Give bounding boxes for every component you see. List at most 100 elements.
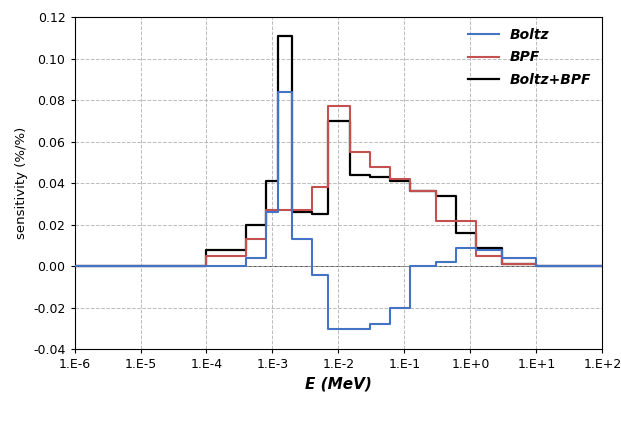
Boltz+BPF	[309, 210, 316, 215]
Boltz+BPF	[599, 264, 606, 269]
Boltz	[262, 256, 270, 261]
Line: Boltz+BPF: Boltz+BPF	[75, 36, 602, 266]
Boltz+BPF	[325, 212, 332, 217]
Y-axis label: sensitivity (%/%): sensitivity (%/%)	[14, 127, 27, 239]
BPF	[406, 189, 414, 194]
Boltz	[274, 89, 281, 95]
Boltz+BPF	[274, 178, 281, 184]
Boltz	[242, 264, 250, 269]
Boltz+BPF	[498, 262, 505, 267]
Boltz	[202, 264, 210, 269]
BPF	[289, 207, 296, 213]
BPF	[137, 264, 144, 269]
Boltz	[452, 259, 460, 265]
Boltz+BPF	[432, 193, 440, 198]
Boltz	[472, 247, 479, 252]
BPF	[452, 218, 460, 223]
Boltz+BPF	[366, 172, 374, 177]
Boltz+BPF	[137, 264, 144, 269]
BPF	[71, 264, 78, 269]
Boltz	[325, 272, 332, 277]
Boltz+BPF	[472, 230, 479, 236]
BPF	[452, 218, 460, 223]
BPF	[432, 218, 440, 223]
Boltz+BPF	[498, 245, 505, 250]
BPF	[262, 207, 270, 213]
Boltz+BPF	[262, 178, 270, 184]
Boltz	[406, 264, 414, 269]
Line: Boltz: Boltz	[75, 92, 602, 328]
Boltz+BPF	[242, 247, 250, 252]
Boltz	[432, 264, 440, 269]
X-axis label: E (MeV): E (MeV)	[305, 377, 372, 392]
Boltz	[347, 326, 354, 331]
Boltz	[498, 247, 505, 252]
BPF	[599, 264, 606, 269]
Boltz	[498, 256, 505, 261]
Boltz+BPF	[386, 178, 394, 184]
BPF	[242, 237, 250, 242]
Boltz+BPF	[452, 193, 460, 198]
BPF	[274, 207, 281, 213]
Boltz	[432, 259, 440, 265]
BPF	[498, 262, 505, 267]
BPF	[309, 185, 316, 190]
BPF	[202, 253, 210, 259]
BPF	[533, 262, 540, 267]
BPF	[386, 164, 394, 169]
BPF	[472, 253, 479, 259]
BPF	[366, 164, 374, 169]
Boltz	[472, 245, 479, 250]
BPF	[386, 176, 394, 181]
Boltz+BPF	[309, 212, 316, 217]
Boltz+BPF	[347, 172, 354, 177]
Boltz+BPF	[533, 262, 540, 267]
Boltz+BPF	[325, 118, 332, 124]
Boltz	[242, 256, 250, 261]
Boltz	[202, 264, 210, 269]
Boltz+BPF	[406, 178, 414, 184]
Boltz+BPF	[242, 222, 250, 227]
Boltz	[386, 305, 394, 310]
BPF	[309, 207, 316, 213]
BPF	[472, 218, 479, 223]
Legend: Boltz, BPF, Boltz+BPF: Boltz, BPF, Boltz+BPF	[464, 24, 596, 91]
BPF	[347, 150, 354, 155]
Boltz+BPF	[452, 230, 460, 236]
Boltz	[137, 264, 144, 269]
BPF	[533, 264, 540, 269]
Boltz	[386, 322, 394, 327]
Boltz	[452, 245, 460, 250]
BPF	[325, 185, 332, 190]
Boltz	[533, 264, 540, 269]
Boltz+BPF	[289, 33, 296, 38]
Boltz+BPF	[202, 264, 210, 269]
Boltz	[347, 326, 354, 331]
BPF	[137, 264, 144, 269]
BPF	[242, 253, 250, 259]
Boltz+BPF	[432, 189, 440, 194]
BPF	[262, 237, 270, 242]
Boltz+BPF	[274, 33, 281, 38]
Boltz+BPF	[366, 174, 374, 179]
Boltz	[366, 326, 374, 331]
Boltz	[599, 264, 606, 269]
BPF	[366, 150, 374, 155]
Boltz	[289, 237, 296, 242]
Boltz	[406, 305, 414, 310]
Line: BPF: BPF	[75, 106, 602, 266]
Boltz+BPF	[347, 118, 354, 124]
Boltz+BPF	[386, 174, 394, 179]
Boltz	[71, 264, 78, 269]
Boltz	[289, 89, 296, 95]
Boltz+BPF	[533, 264, 540, 269]
Boltz	[325, 326, 332, 331]
Boltz+BPF	[406, 189, 414, 194]
Boltz	[274, 210, 281, 215]
Boltz+BPF	[202, 247, 210, 252]
BPF	[202, 264, 210, 269]
BPF	[347, 104, 354, 109]
Boltz	[533, 256, 540, 261]
Boltz+BPF	[137, 264, 144, 269]
Boltz+BPF	[472, 245, 479, 250]
